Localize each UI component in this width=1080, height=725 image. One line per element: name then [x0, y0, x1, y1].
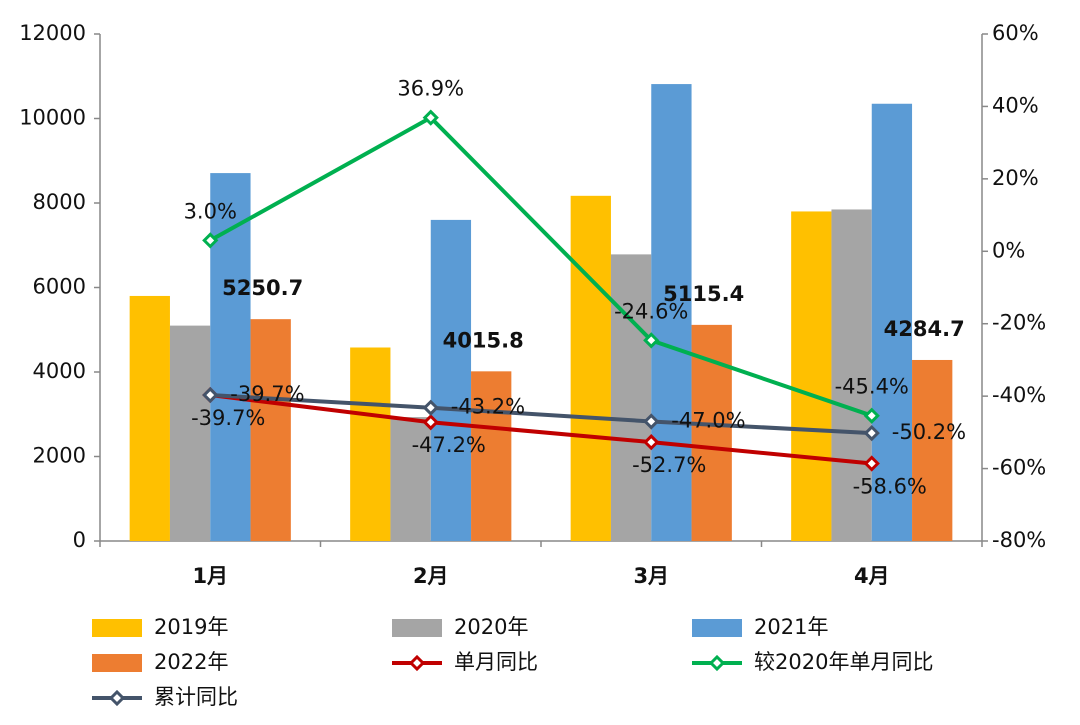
y-tick-label: 10000: [19, 106, 86, 130]
line-marker: [863, 407, 880, 424]
line-marker: [643, 434, 660, 451]
bar: [471, 371, 512, 541]
line-value-label: -58.6%: [853, 475, 927, 499]
line-marker: [202, 232, 219, 249]
line: [209, 115, 873, 418]
y-tick-label: 2000: [33, 444, 86, 468]
legend-marker: [408, 654, 426, 672]
x-tick-label: 2月: [413, 564, 449, 588]
line: [210, 393, 872, 466]
x-tick-label: 3月: [633, 564, 669, 588]
y-tick-label: 6000: [33, 275, 86, 299]
y-tick-label: 8000: [33, 190, 86, 214]
line-value-label: -47.0%: [671, 408, 745, 432]
bar-value-label: 4015.8: [443, 328, 524, 352]
bar: [169, 325, 211, 541]
y-tick-label: 12000: [19, 21, 86, 45]
line-value-label: -43.2%: [451, 395, 525, 419]
line-marker: [643, 332, 660, 349]
line-marker: [422, 414, 439, 431]
line-value-label: -39.7%: [191, 406, 265, 430]
legend-label: 较2020年单月同比: [754, 650, 933, 674]
bar: [430, 219, 472, 541]
bar: [912, 359, 953, 541]
legend-swatch: [392, 619, 442, 637]
legend-swatch: [92, 654, 142, 672]
bar: [871, 103, 913, 541]
legend-label: 2021年: [754, 615, 828, 639]
x-tick-label: 4月: [854, 564, 890, 588]
legend-label: 累计同比: [154, 685, 238, 709]
bar: [610, 254, 652, 541]
y2-tick-label: -80%: [992, 528, 1046, 552]
bar: [350, 347, 391, 541]
line-value-label: 36.9%: [397, 77, 464, 101]
line-marker: [202, 386, 219, 404]
x-tick-label: 1月: [192, 564, 228, 588]
legend-label: 2019年: [154, 615, 228, 639]
y-tick-label: 4000: [33, 359, 86, 383]
y2-tick-label: 20%: [992, 166, 1039, 190]
line-value-label: -24.6%: [614, 299, 688, 323]
bar: [129, 295, 170, 541]
bar-value-label: 5250.7: [222, 276, 303, 300]
y-tick-label: 0: [73, 528, 86, 552]
bar: [250, 319, 291, 541]
bar: [791, 211, 832, 541]
legend-swatch: [92, 619, 142, 637]
line-value-label: -47.2%: [412, 433, 486, 457]
legend-label: 2020年: [454, 615, 528, 639]
y2-tick-label: 0%: [992, 238, 1025, 262]
y2-tick-label: 60%: [992, 21, 1039, 45]
legend-marker: [108, 689, 126, 707]
y2-tick-label: 40%: [992, 93, 1039, 117]
bar: [831, 209, 872, 542]
bar-value-label: 5115.4: [663, 282, 744, 306]
legend-label: 单月同比: [454, 650, 538, 674]
line-value-label: -45.4%: [835, 375, 909, 399]
y2-tick-label: -40%: [992, 383, 1046, 407]
line-marker: [863, 424, 880, 442]
legend-swatch: [692, 619, 742, 637]
bar: [570, 195, 611, 541]
line-marker: [643, 413, 660, 430]
line-value-label: -52.7%: [632, 453, 706, 477]
legend-marker: [708, 654, 726, 672]
line-value-label: -50.2%: [892, 420, 966, 444]
y2-tick-label: -60%: [992, 456, 1046, 480]
bar-value-label: 4284.7: [884, 317, 965, 341]
legend-label: 2022年: [154, 650, 228, 674]
line: [210, 393, 872, 436]
bar: [390, 417, 431, 541]
bar: [651, 84, 692, 541]
line-value-label: -39.7%: [230, 382, 304, 406]
line-marker: [422, 399, 439, 416]
line-value-label: 3.0%: [184, 199, 237, 223]
y2-tick-label: -20%: [992, 311, 1046, 335]
line-marker: [422, 109, 439, 126]
line-marker: [863, 455, 880, 472]
